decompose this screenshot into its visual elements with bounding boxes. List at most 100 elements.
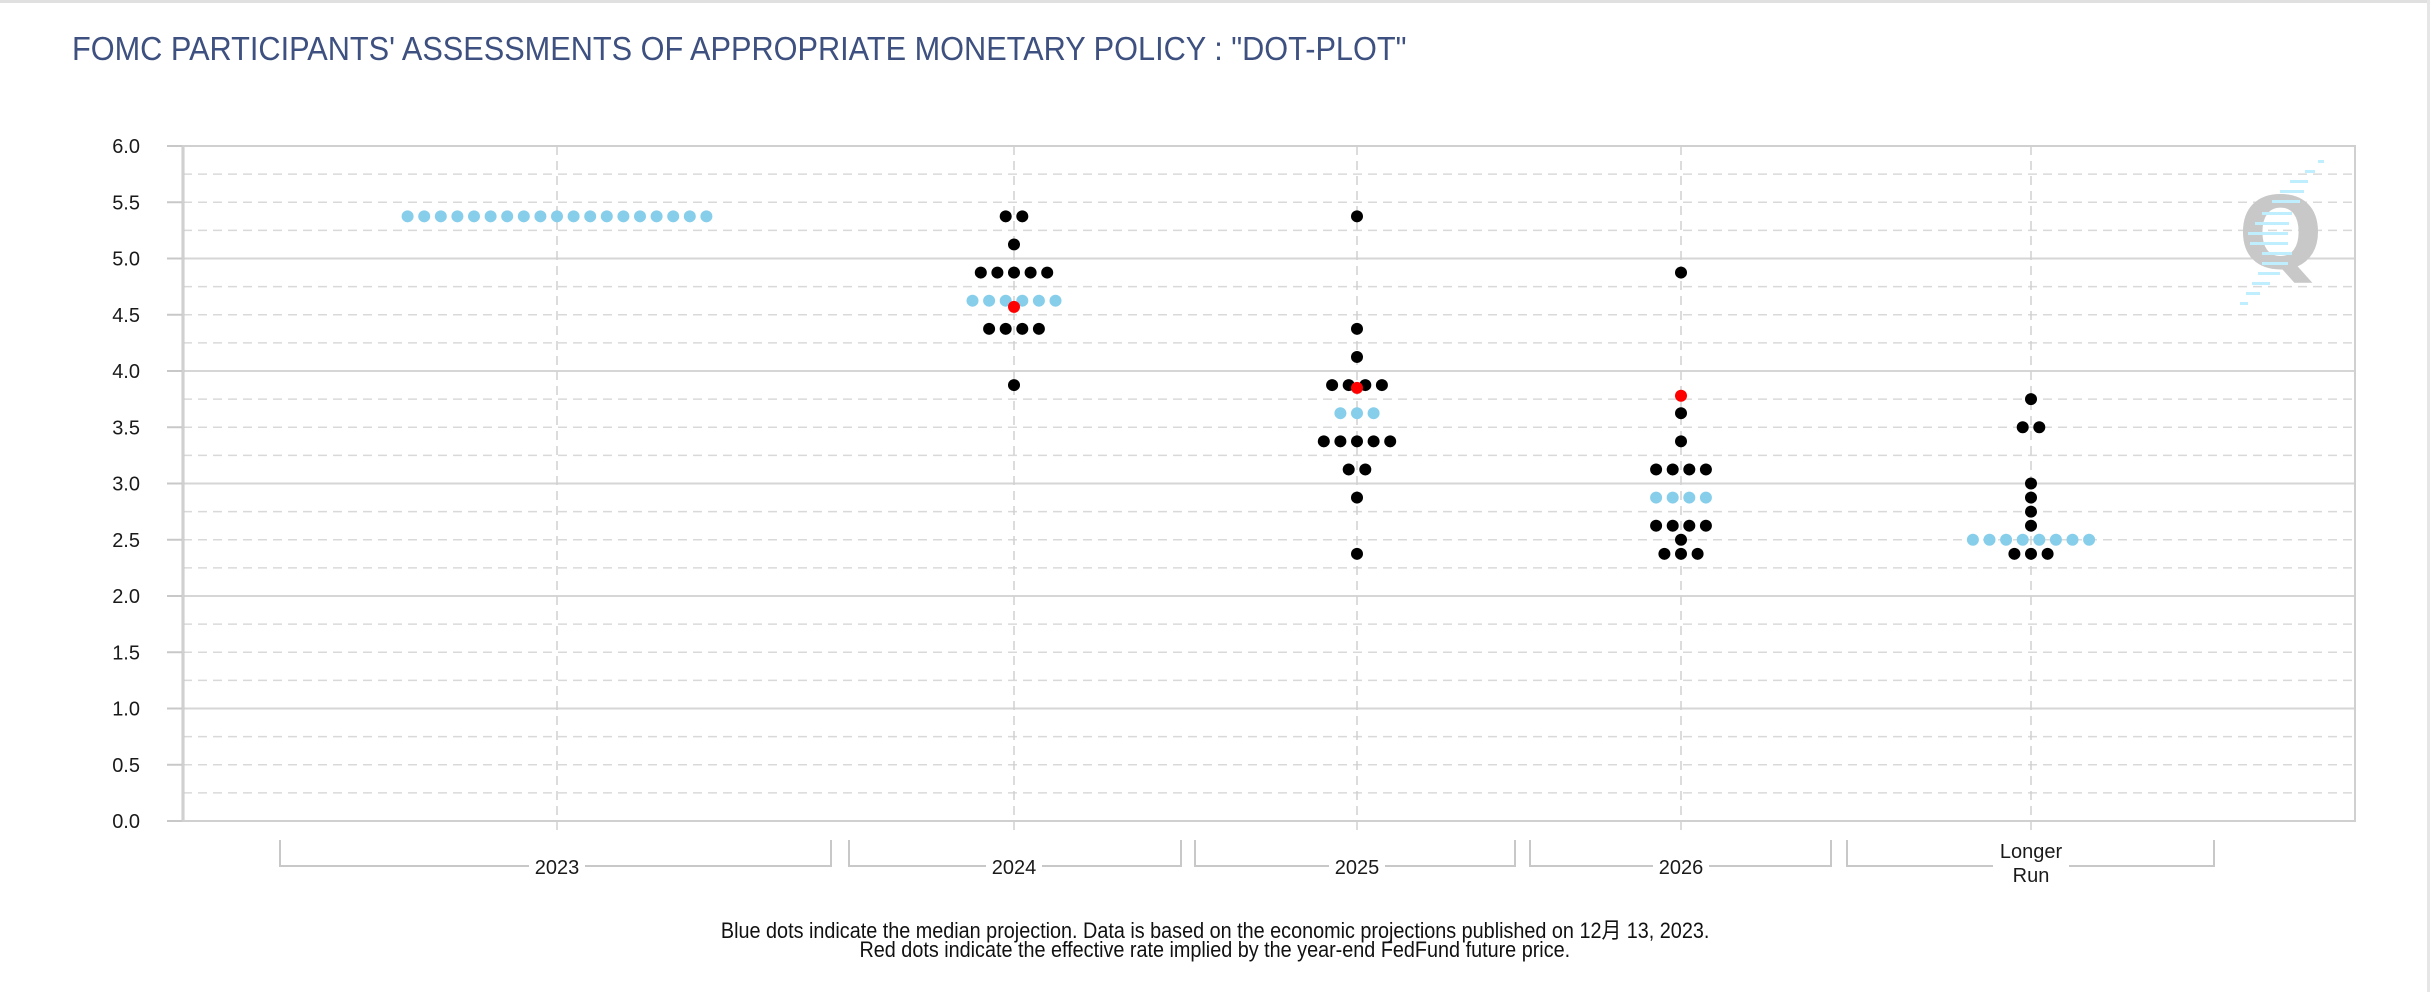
- participant-dot: [999, 322, 1012, 335]
- median-dot: [2033, 533, 2046, 546]
- median-dot: [567, 210, 580, 223]
- participant-dot: [1675, 407, 1687, 420]
- participant-dot: [1032, 322, 1045, 335]
- median-dot: [983, 294, 996, 307]
- footnote-red-dots-text: Red dots indicate the effective rate imp…: [859, 937, 1571, 962]
- participant-dot: [1675, 266, 1687, 279]
- median-dot: [468, 210, 480, 223]
- footnote-median: Blue dots indicate the median projection…: [0, 913, 2430, 945]
- median-dot: [1351, 407, 1363, 420]
- participant-dot: [1683, 463, 1696, 476]
- participant-dot: [1650, 519, 1663, 532]
- watermark-stripe: [2272, 200, 2300, 203]
- watermark-stripe: [2262, 252, 2292, 255]
- participant-dot: [1342, 463, 1355, 476]
- participant-dot: [2025, 519, 2037, 532]
- participant-dot: [2025, 547, 2037, 560]
- watermark-stripe: [2305, 170, 2315, 173]
- watermark-stripe: [2262, 262, 2288, 265]
- participant-dot: [1041, 266, 1054, 279]
- participant-dot: [1008, 379, 1020, 392]
- participant-dot: [1008, 266, 1020, 279]
- participant-dot: [991, 266, 1004, 279]
- participant-dot: [1699, 519, 1712, 532]
- watermark-stripe: [2252, 282, 2270, 285]
- median-dot: [534, 210, 547, 223]
- median-dot: [600, 210, 613, 223]
- participant-dot: [1367, 435, 1380, 448]
- median-dot: [683, 210, 696, 223]
- x-label-bg: [986, 854, 1042, 878]
- watermark-stripe: [2258, 272, 2280, 275]
- participant-dot: [1675, 547, 1687, 560]
- participant-dot: [1699, 463, 1712, 476]
- median-dot: [2000, 533, 2013, 546]
- y-axis: 0.0 0.5 1.0 1.5 2.0 2.5 3.0 3.5 4.0 4.5 5.0 5.5 6.0: [112, 136, 185, 833]
- x-label-bg: [1653, 854, 1709, 878]
- watermark-stripe: [2262, 212, 2292, 215]
- x-tick-label: 2024: [992, 857, 1037, 879]
- x-tick-label: 2026: [1659, 857, 1704, 879]
- participant-dot: [2016, 421, 2029, 434]
- median-dot: [501, 210, 514, 223]
- participant-dot: [983, 322, 996, 335]
- watermark-stripe: [2255, 222, 2289, 225]
- watermark-stripe: [2246, 292, 2260, 295]
- median-dot: [1367, 407, 1380, 420]
- y-tick-label: 5.0: [112, 249, 140, 271]
- median-dot: [451, 210, 464, 223]
- median-dot: [1699, 491, 1712, 504]
- participant-dot: [1359, 463, 1372, 476]
- median-dot: [999, 294, 1012, 307]
- median-dot: [1966, 533, 1979, 546]
- median-dot: [617, 210, 630, 223]
- futures-implied-dot: [1008, 300, 1020, 313]
- median-dot: [517, 210, 530, 223]
- y-tick-label: 1.0: [112, 699, 140, 721]
- participant-dot: [1384, 435, 1397, 448]
- watermark-stripe: [2248, 232, 2288, 235]
- y-tick-label: 1.5: [112, 642, 140, 664]
- participant-dot: [2025, 393, 2037, 406]
- watermark-stripe: [2290, 180, 2308, 183]
- participant-dot: [2033, 421, 2046, 434]
- y-tick-label: 2.0: [112, 586, 140, 608]
- y-tick-label: 4.0: [112, 361, 140, 383]
- median-dot: [551, 210, 563, 223]
- participant-dot: [1658, 547, 1671, 560]
- watermark-stripe: [2240, 302, 2248, 305]
- x-category-2023: 2023: [279, 840, 832, 879]
- participant-dot: [1666, 463, 1679, 476]
- median-dot: [401, 210, 414, 223]
- y-tick-label: 0.5: [112, 755, 140, 777]
- median-dot: [667, 210, 680, 223]
- participant-dot: [1351, 547, 1363, 560]
- participant-dot: [1683, 519, 1696, 532]
- median-dot: [584, 210, 597, 223]
- participant-dot: [1650, 463, 1663, 476]
- median-dot: [1666, 491, 1679, 504]
- y-tick-label: 2.5: [112, 530, 140, 552]
- quandl-q-logo-icon: Q: [2238, 160, 2324, 305]
- median-dot: [634, 210, 646, 223]
- participant-dot: [2025, 491, 2037, 504]
- futures-implied-dot: [1675, 389, 1687, 402]
- dots-layer: [401, 210, 2096, 560]
- participant-dot: [999, 210, 1012, 223]
- window-right-border: [2427, 0, 2430, 992]
- y-tick-label: 6.0: [112, 136, 140, 158]
- participant-dot: [1016, 322, 1029, 335]
- participant-dot: [2025, 505, 2037, 518]
- x-label-bg: [1993, 838, 2069, 894]
- median-dot: [700, 210, 713, 223]
- x-tick-label: Longer: [2000, 841, 2063, 863]
- median-dot: [650, 210, 663, 223]
- median-dot: [2066, 533, 2079, 546]
- participant-dot: [1317, 435, 1330, 448]
- watermark-stripe: [2280, 190, 2304, 193]
- chart-title: FOMC PARTICIPANTS' ASSESSMENTS OF APPROP…: [72, 30, 1407, 67]
- participant-dot: [1351, 435, 1363, 448]
- median-dot: [1049, 294, 1062, 307]
- y-tick-label: 5.5: [112, 192, 140, 214]
